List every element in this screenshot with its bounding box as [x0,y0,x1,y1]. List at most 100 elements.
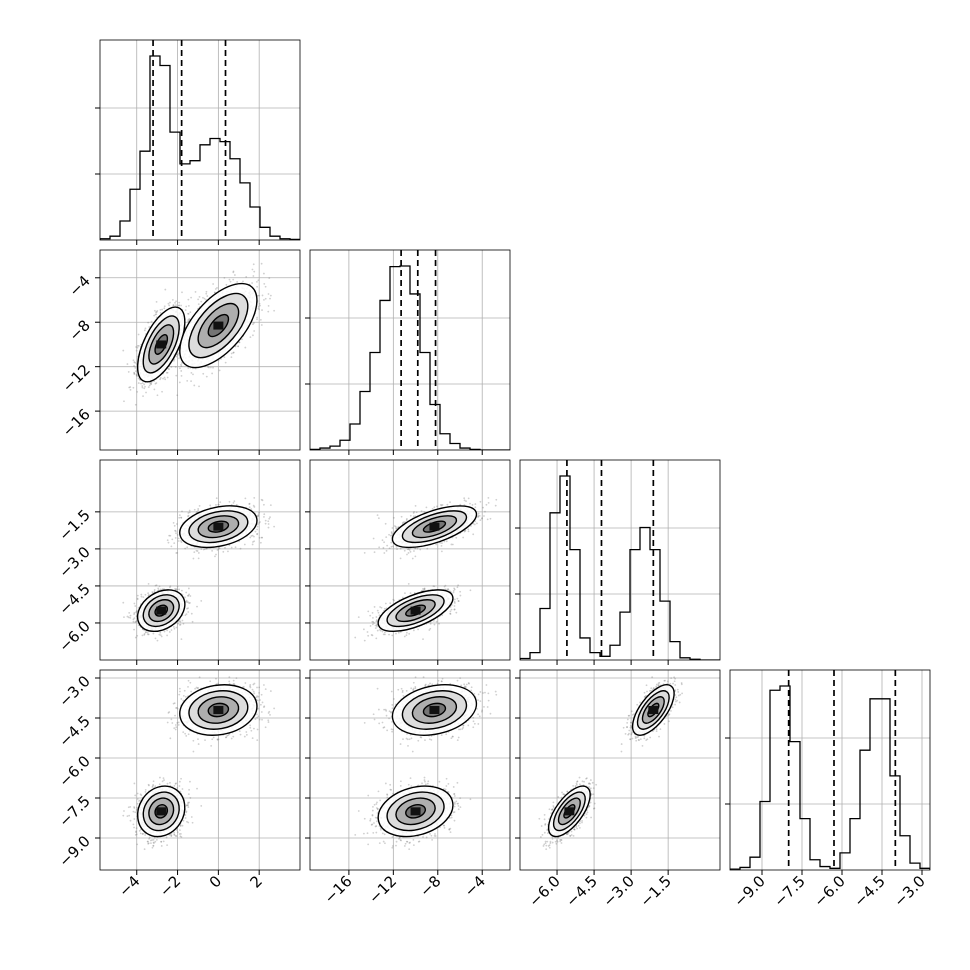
sample-point [209,504,212,507]
sample-point [223,276,226,279]
sample-point [203,297,206,300]
sample-point [263,516,265,518]
sample-point [211,372,214,375]
sample-point [161,588,164,591]
sample-point [159,634,162,637]
sample-point [175,626,178,629]
sample-point [153,314,156,317]
sample-point [180,370,183,372]
sample-point [205,547,208,550]
sample-point [129,614,132,617]
sample-point [129,386,132,388]
sample-point [192,557,195,560]
sample-point [186,607,188,610]
sample-point [132,359,135,362]
sample-point [215,553,217,556]
sample-point [252,263,255,266]
sample-point [147,593,150,596]
sample-point [188,509,191,512]
sample-point [173,542,176,544]
sample-point [134,403,137,406]
sample-point [128,612,131,614]
sample-point [259,318,262,321]
sample-point [176,394,179,397]
sample-point [167,302,170,305]
sample-point [161,308,164,311]
sample-point [195,549,198,552]
sample-point [253,535,255,538]
sample-point [261,499,264,502]
sample-point [181,362,183,364]
sample-point [259,521,261,523]
sample-point [263,513,266,516]
sample-point [187,312,190,315]
sample-point [269,297,271,300]
sample-point [267,293,270,295]
sample-point [181,589,183,592]
sample-point [156,394,159,397]
sample-point [132,620,135,623]
sample-point [258,302,261,305]
sample-point [143,633,146,636]
sample-point [252,504,255,507]
sample-point [197,303,200,305]
sample-point [140,382,142,385]
sample-point [244,497,247,500]
sample-point [144,327,147,330]
sample-point [156,309,159,312]
sample-point [136,634,139,637]
sample-point [187,512,190,514]
sample-point [126,615,129,618]
sample-point [180,516,183,519]
sample-point [176,585,179,588]
histogram-step [310,265,510,450]
sample-point [175,523,178,525]
sample-point [202,548,205,551]
sample-point [186,601,188,603]
sample-point [198,504,201,507]
sample-point [175,355,178,358]
sample-point [195,510,198,513]
sample-point [256,533,258,536]
sample-point [260,324,263,326]
histogram-panel-1 [305,249,511,455]
sample-point [205,290,208,293]
sample-point [257,305,260,308]
sample-point [154,637,157,640]
y-tick-label: −4 [65,272,93,300]
sample-point [163,307,166,310]
sample-point [145,391,147,394]
sample-point [133,371,135,374]
sample-point [169,301,171,304]
sample-point [180,363,182,366]
sample-point [134,621,137,624]
sample-point [263,282,266,285]
sample-point [207,366,209,368]
sample-point [144,631,147,634]
sample-point [159,378,162,381]
sample-point [178,357,180,360]
sample-point [256,528,259,531]
sample-point [256,532,259,535]
sample-point [212,283,215,285]
sample-point [264,297,267,300]
sample-point [168,368,171,371]
sample-point [176,353,179,356]
sample-point [134,361,137,364]
panel-frame [99,249,301,451]
sample-point [190,612,193,615]
sample-point [267,304,270,307]
sample-point [263,298,265,301]
sample-point [252,334,254,337]
sample-point [153,388,156,391]
sample-point [187,319,189,321]
sample-point [192,373,194,376]
sample-point [179,620,182,623]
sample-point [215,503,217,506]
sample-point [267,523,270,525]
sample-point [132,618,135,621]
sample-point [193,384,196,387]
sample-point [172,521,175,524]
sample-point [244,346,247,349]
